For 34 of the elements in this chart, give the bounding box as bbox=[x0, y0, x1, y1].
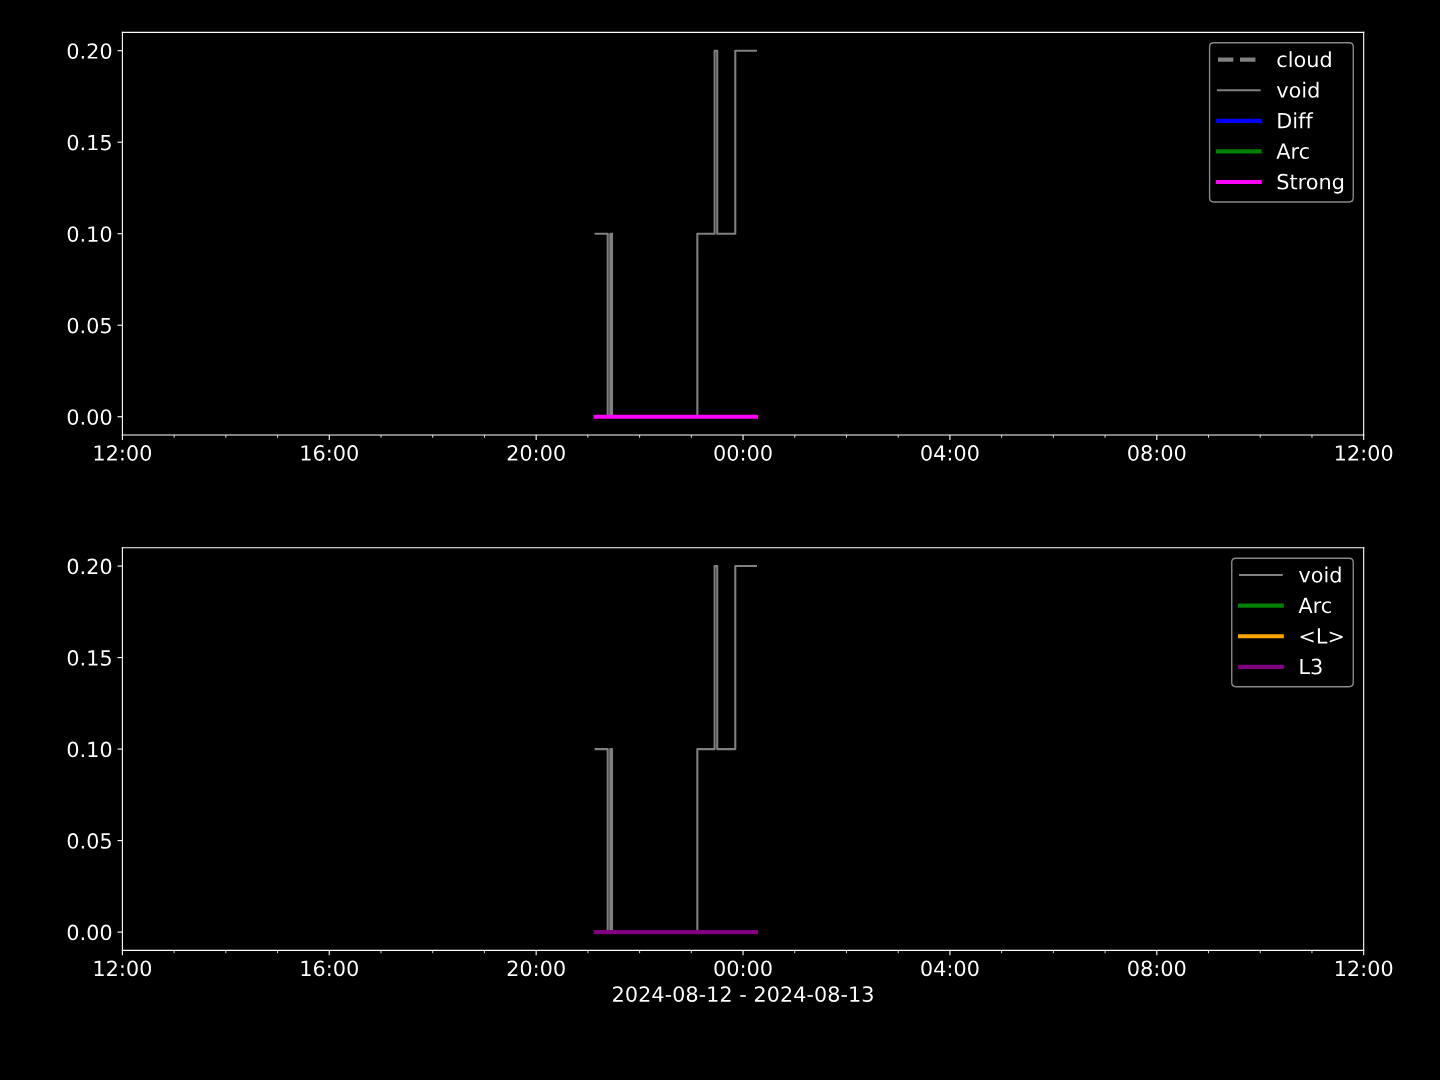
legend-label: Strong bbox=[1277, 173, 1344, 194]
x-tick-label: 00:00 bbox=[714, 960, 772, 977]
x-tick-label: 04:00 bbox=[921, 960, 979, 977]
y-tick-label: 0.00 bbox=[67, 409, 112, 425]
legend-label: Arc bbox=[1276, 143, 1309, 160]
y-tick-label: 0.05 bbox=[67, 833, 111, 849]
y-tick-label: 0.10 bbox=[67, 741, 112, 758]
x-tick-label: 16:00 bbox=[301, 445, 358, 461]
y-tick-label: 0.20 bbox=[67, 43, 112, 59]
x-tick-label: 20:00 bbox=[507, 960, 565, 977]
x-tick-label: 12:00 bbox=[1335, 960, 1393, 977]
x-tick-label: 00:00 bbox=[714, 445, 772, 461]
x-axis-title: 2024-08-12 - 2024-08-13 bbox=[613, 986, 873, 1002]
y-tick-label: 0.00 bbox=[67, 924, 112, 941]
x-tick-label: 12:00 bbox=[94, 445, 152, 461]
y-tick-label: 0.15 bbox=[67, 650, 111, 666]
y-tick-label: 0.10 bbox=[67, 226, 112, 242]
legend-label: cloud bbox=[1277, 51, 1331, 68]
legend-label: void bbox=[1276, 81, 1319, 98]
legend-label: Diff bbox=[1278, 112, 1314, 129]
x-tick-label: 20:00 bbox=[507, 445, 565, 461]
x-tick-label: 08:00 bbox=[1128, 960, 1186, 977]
legend-label: L3 bbox=[1300, 658, 1322, 675]
y-tick-label: 0.20 bbox=[67, 558, 112, 575]
legend-label: <L> bbox=[1300, 628, 1343, 644]
x-tick-label: 12:00 bbox=[1335, 445, 1393, 461]
x-tick-label: 08:00 bbox=[1128, 445, 1186, 461]
legend-label: void bbox=[1299, 566, 1341, 583]
x-tick-label: 12:00 bbox=[94, 960, 152, 977]
y-tick-label: 0.15 bbox=[67, 134, 111, 151]
y-tick-label: 0.05 bbox=[67, 317, 111, 334]
x-tick-label: 04:00 bbox=[921, 445, 979, 461]
x-tick-label: 16:00 bbox=[301, 960, 358, 977]
legend-label: Arc bbox=[1298, 597, 1331, 614]
